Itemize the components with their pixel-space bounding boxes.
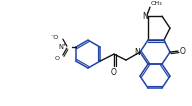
- Text: N⁺: N⁺: [58, 44, 67, 50]
- Text: O: O: [111, 68, 117, 77]
- Text: N: N: [134, 48, 140, 57]
- Text: CH₃: CH₃: [151, 1, 163, 6]
- Text: O: O: [180, 47, 186, 56]
- Text: O: O: [55, 56, 60, 61]
- Text: N: N: [142, 12, 148, 21]
- Text: ⁻O: ⁻O: [51, 35, 59, 40]
